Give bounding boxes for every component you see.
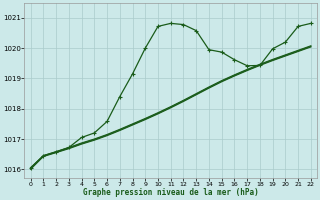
X-axis label: Graphe pression niveau de la mer (hPa): Graphe pression niveau de la mer (hPa) bbox=[83, 188, 259, 197]
